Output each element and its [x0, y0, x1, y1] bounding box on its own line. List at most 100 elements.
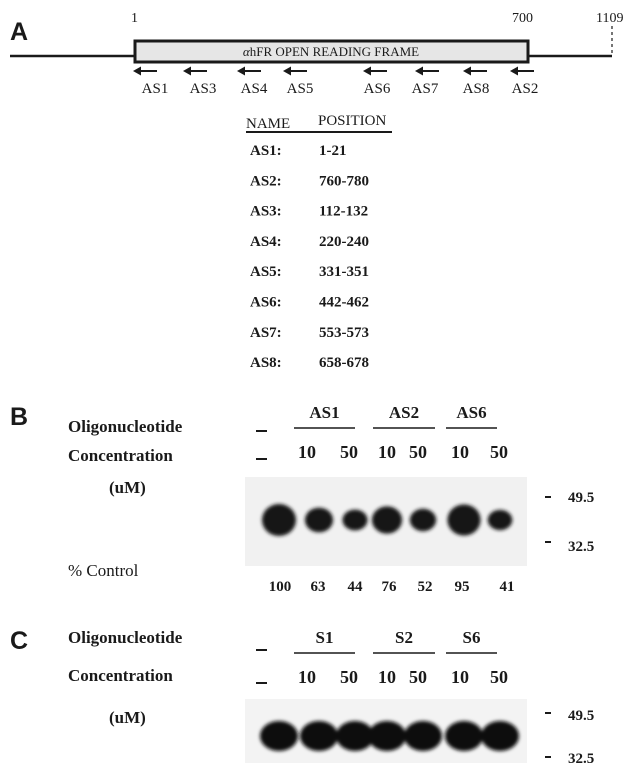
panel-b-group-label: AS1	[309, 403, 339, 422]
panel-a: A 1 700 1109 αhFR OPEN READING FRAME AS1…	[10, 11, 623, 371]
table-cell-name: AS7:	[250, 325, 282, 341]
panel-c-concentration: 50	[490, 667, 508, 687]
panel-c-band	[368, 721, 406, 751]
panel-c-letter: C	[10, 627, 28, 655]
panel-b-concentrations: 10 50 10 50 10 50	[298, 442, 508, 462]
table-cell-name: AS3:	[250, 204, 282, 220]
panel-c-group-headers: S1 S2 S6	[294, 628, 497, 654]
primer-label: AS1	[142, 81, 169, 97]
orf-box	[133, 39, 530, 64]
table-cell-position: 658-678	[319, 355, 369, 371]
percent-control-value: 76	[382, 579, 398, 595]
table-cell-position: 112-132	[319, 204, 368, 220]
panel-c-band	[481, 721, 519, 751]
table-cell-position: 760-780	[319, 173, 369, 189]
primer-arrows	[133, 66, 534, 76]
panel-c-concentration: 50	[409, 667, 427, 687]
panel-b-concentration: 10	[451, 442, 469, 462]
primer-label: AS3	[190, 81, 217, 97]
table-cell-name: AS1:	[250, 143, 282, 159]
percent-control-value: 44	[348, 579, 364, 595]
panel-b-band	[487, 509, 513, 531]
panel-b-band	[342, 509, 368, 531]
primer-label: AS2	[512, 81, 539, 97]
panel-c-band	[404, 721, 442, 751]
panel-c-concentration: 10	[378, 667, 396, 687]
panel-c-marker-low: 32.5	[568, 751, 594, 765]
panel-c-band	[260, 721, 298, 751]
panel-b-group-label: AS2	[389, 403, 419, 422]
panel-c-concentration: 10	[298, 667, 316, 687]
panel-b-concentration: 50	[409, 442, 427, 462]
primer-label: AS7	[412, 81, 439, 97]
table-header-name: NAME	[246, 116, 290, 132]
panel-c-group-label: S6	[463, 628, 481, 647]
table-cell-name: AS8:	[250, 355, 282, 371]
percent-control-value: 52	[418, 579, 433, 595]
scale-mid-label: 700	[512, 11, 533, 26]
primer-arrow-icon	[283, 66, 307, 76]
panel-b-group-label: AS6	[456, 403, 486, 422]
panel-b-concentration: 50	[340, 442, 358, 462]
orf-label: αhFR OPEN READING FRAME	[243, 44, 419, 59]
panel-b-oligo-label: Oligonucleotide	[68, 417, 183, 436]
percent-control-label: % Control	[68, 561, 139, 580]
panel-c-band	[300, 721, 338, 751]
panel-b: B Oligonucleotide Concentration (uM) AS1…	[10, 403, 594, 595]
panel-b-band	[447, 504, 481, 536]
panel-b-marker-low: 32.5	[568, 539, 594, 555]
primer-label: AS5	[287, 81, 314, 97]
panel-b-conc-label: Concentration	[68, 446, 173, 465]
primer-arrow-icon	[363, 66, 387, 76]
percent-control-value: 100	[269, 579, 292, 595]
panel-c-unit-label: (uM)	[109, 708, 146, 727]
panel-a-letter: A	[10, 18, 28, 46]
primer-arrow-icon	[237, 66, 261, 76]
panel-b-concentration: 10	[298, 442, 316, 462]
percent-control-value: 63	[311, 579, 326, 595]
panel-b-concentration: 50	[490, 442, 508, 462]
panel-b-band	[304, 507, 334, 533]
table-cell-position: 331-351	[319, 264, 369, 280]
primer-arrow-icon	[463, 66, 487, 76]
table-header-position: POSITION	[318, 113, 387, 129]
table-cell-position: 1-21	[319, 143, 347, 159]
panel-c-marker-high: 49.5	[568, 708, 594, 724]
panel-c-concentration: 50	[340, 667, 358, 687]
primer-arrow-icon	[133, 66, 157, 76]
primer-labels: AS1 AS3 AS4 AS5 AS6 AS7 AS8 AS2	[142, 81, 539, 97]
panel-c-band	[336, 721, 374, 751]
table-cell-position: 442-462	[319, 295, 369, 311]
panel-b-concentration: 10	[378, 442, 396, 462]
scale-start-label: 1	[131, 11, 138, 26]
panel-b-band	[409, 508, 437, 532]
percent-control-value: 41	[500, 579, 515, 595]
primer-label: AS8	[463, 81, 490, 97]
panel-b-letter: B	[10, 403, 28, 431]
panel-c-bands	[260, 721, 519, 751]
table-cell-position: 553-573	[319, 325, 369, 341]
primer-label: AS4	[241, 81, 268, 97]
panel-c-group-label: S2	[395, 628, 413, 647]
panel-c-group-label: S1	[316, 628, 334, 647]
table-cell-name: AS2:	[250, 173, 282, 189]
primer-arrow-icon	[183, 66, 207, 76]
panel-c-concentration: 10	[451, 667, 469, 687]
panel-c-conc-label: Concentration	[68, 666, 173, 685]
percent-control-value: 95	[455, 579, 470, 595]
scale-end-label: 1109	[596, 11, 623, 26]
panel-b-band	[262, 504, 296, 536]
primer-label: AS6	[364, 81, 391, 97]
panel-c-band	[445, 721, 483, 751]
panel-c-oligo-label: Oligonucleotide	[68, 628, 183, 647]
table-cell-name: AS5:	[250, 264, 282, 280]
panel-b-band	[371, 506, 403, 534]
panel-c-concentrations: 10 50 10 50 10 50	[298, 667, 508, 687]
panel-b-group-headers: AS1 AS2 AS6	[294, 403, 497, 429]
table-cell-name: AS6:	[250, 295, 282, 311]
panel-b-marker-high: 49.5	[568, 490, 594, 506]
percent-control-values: 100 63 44 76 52 95 41	[269, 579, 515, 595]
primer-arrow-icon	[415, 66, 439, 76]
